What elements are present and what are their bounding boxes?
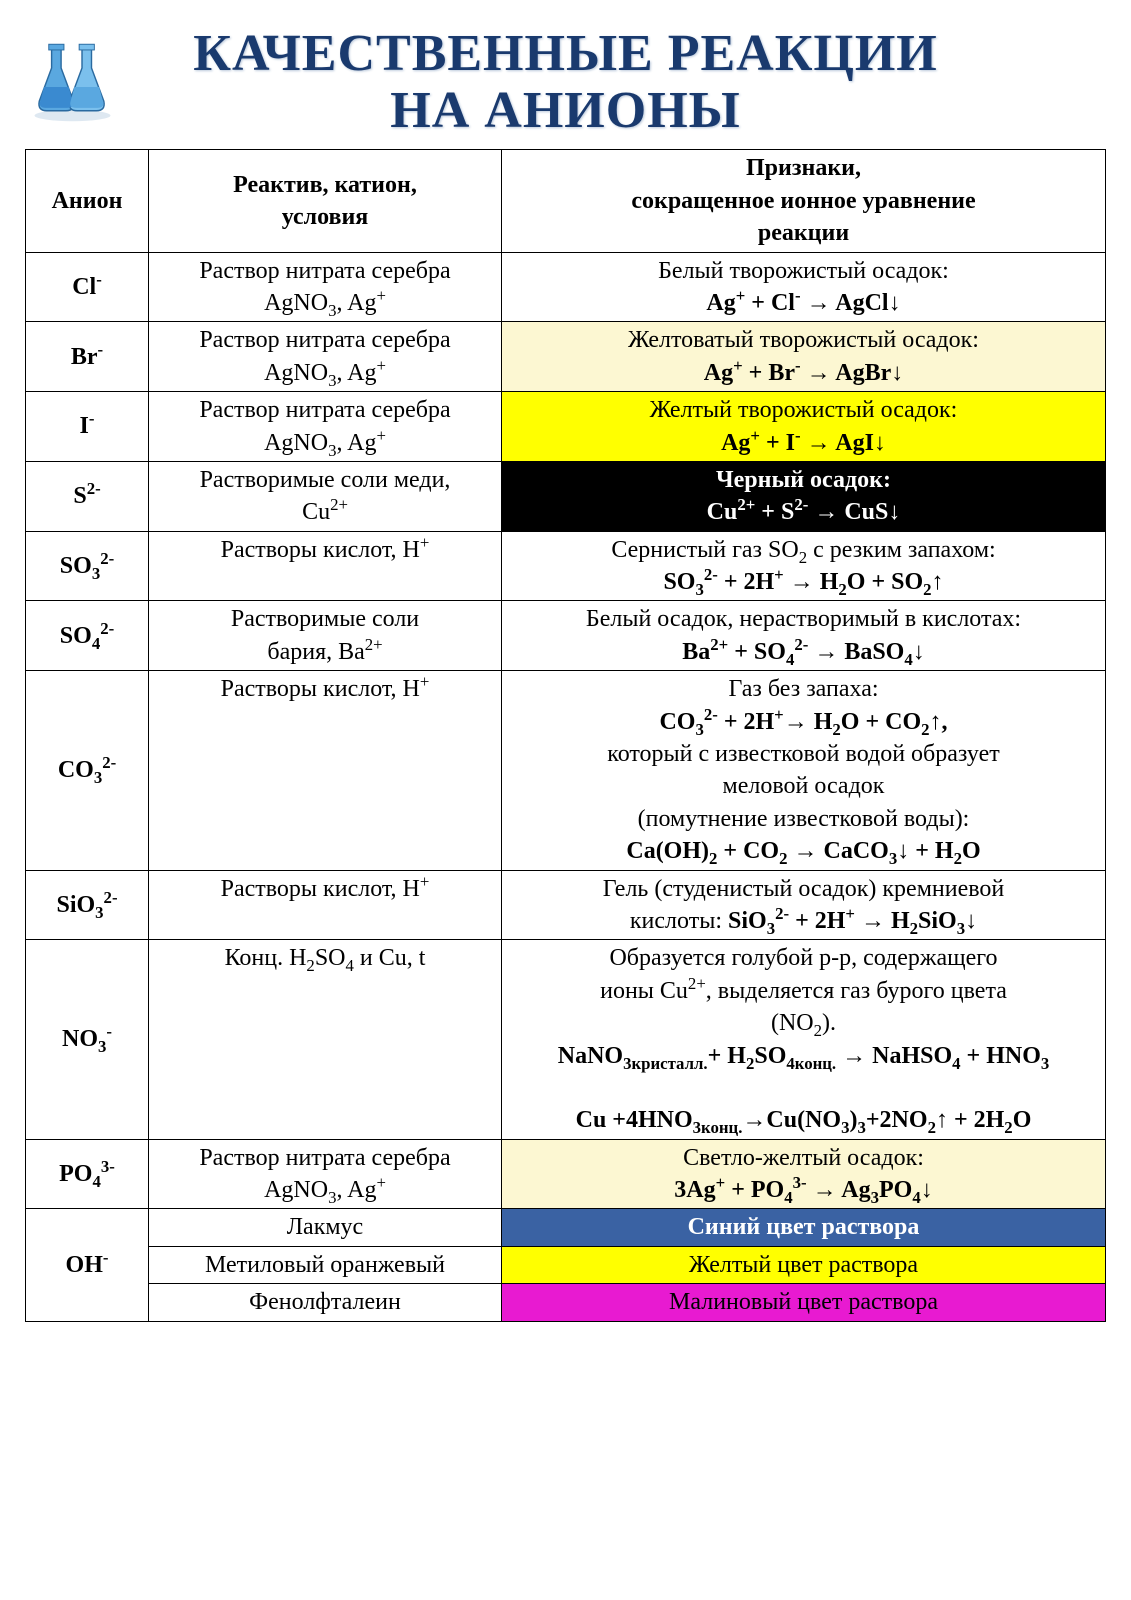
table-row: CO32-Растворы кислот, H+Газ без запаха:C… <box>26 671 1106 870</box>
reagent-cell: Растворимые солибария, Ba2+ <box>149 601 502 671</box>
anion-cell: SiO32- <box>26 870 149 940</box>
signs-cell: Малиновый цвет раствора <box>502 1284 1106 1321</box>
anion-cell: I- <box>26 392 149 462</box>
signs-cell: Желтый цвет раствора <box>502 1246 1106 1283</box>
table-header-row: Анион Реактив, катион, условия Признаки,… <box>26 150 1106 252</box>
signs-cell: Сернистый газ SO2 с резким запахом:SO32-… <box>502 531 1106 601</box>
table-row: S2-Растворимые соли меди,Cu2+Черный осад… <box>26 461 1106 531</box>
table-row: Br-Раствор нитрата серебраAgNO3, Ag+Желт… <box>26 322 1106 392</box>
reagent-cell: Растворы кислот, H+ <box>149 870 502 940</box>
table-row: Метиловый оранжевыйЖелтый цвет раствора <box>26 1246 1106 1283</box>
header-anion: Анион <box>26 150 149 252</box>
reagent-cell: Растворимые соли меди,Cu2+ <box>149 461 502 531</box>
table-row: ФенолфталеинМалиновый цвет раствора <box>26 1284 1106 1321</box>
anion-cell: PO43- <box>26 1139 149 1209</box>
signs-cell: Светло-желтый осадок:3Ag+ + PO43- → Ag3P… <box>502 1139 1106 1209</box>
table-row: PO43-Раствор нитрата серебраAgNO3, Ag+Св… <box>26 1139 1106 1209</box>
anion-cell: Cl- <box>26 252 149 322</box>
signs-cell: Гель (студенистый осадок) кремниевойкисл… <box>502 870 1106 940</box>
reagent-cell: Метиловый оранжевый <box>149 1246 502 1283</box>
signs-cell: Газ без запаха:CO32- + 2H+→ H2O + CO2↑,к… <box>502 671 1106 870</box>
header-signs: Признаки, сокращенное ионное уравнение р… <box>502 150 1106 252</box>
table-row: SO42-Растворимые солибария, Ba2+Белый ос… <box>26 601 1106 671</box>
anion-cell: OH- <box>26 1209 149 1321</box>
signs-cell: Белый творожистый осадок:Ag+ + Cl- → AgC… <box>502 252 1106 322</box>
anion-cell: SO32- <box>26 531 149 601</box>
table-row: NO3-Конц. H2SO4 и Cu, tОбразуется голубо… <box>26 940 1106 1139</box>
signs-cell: Черный осадок:Cu2+ + S2- → CuS↓ <box>502 461 1106 531</box>
header-reagent: Реактив, катион, условия <box>149 150 502 252</box>
anion-cell: CO32- <box>26 671 149 870</box>
reagent-cell: Лакмус <box>149 1209 502 1246</box>
title-line-2: НА АНИОНЫ <box>390 82 740 139</box>
reagent-cell: Раствор нитрата серебраAgNO3, Ag+ <box>149 1139 502 1209</box>
anion-cell: Br- <box>26 322 149 392</box>
reagent-cell: Растворы кислот, H+ <box>149 671 502 870</box>
reagent-cell: Фенолфталеин <box>149 1284 502 1321</box>
anion-cell: SO42- <box>26 601 149 671</box>
page-title: КАЧЕСТВЕННЫЕ РЕАКЦИИ НА АНИОНЫ <box>25 25 1106 139</box>
signs-cell: Желтоватый творожистый осадок:Ag+ + Br- … <box>502 322 1106 392</box>
signs-cell: Желтый творожистый осадок:Ag+ + I- → AgI… <box>502 392 1106 462</box>
reactions-table: Анион Реактив, катион, условия Признаки,… <box>25 149 1106 1321</box>
signs-cell: Синий цвет раствора <box>502 1209 1106 1246</box>
title-line-1: КАЧЕСТВЕННЫЕ РЕАКЦИИ <box>193 25 938 82</box>
reagent-cell: Раствор нитрата серебраAgNO3, Ag+ <box>149 322 502 392</box>
anion-cell: NO3- <box>26 940 149 1139</box>
table-body: Cl-Раствор нитрата серебраAgNO3, Ag+Белы… <box>26 252 1106 1321</box>
reagent-cell: Раствор нитрата серебраAgNO3, Ag+ <box>149 252 502 322</box>
flask-icon <box>25 30 120 130</box>
page-header: КАЧЕСТВЕННЫЕ РЕАКЦИИ НА АНИОНЫ <box>25 25 1106 139</box>
table-row: SiO32-Растворы кислот, H+Гель (студенист… <box>26 870 1106 940</box>
anion-cell: S2- <box>26 461 149 531</box>
reagent-cell: Конц. H2SO4 и Cu, t <box>149 940 502 1139</box>
signs-cell: Образуется голубой р-р, содержащегоионы … <box>502 940 1106 1139</box>
signs-cell: Белый осадок, нерастворимый в кислотах:B… <box>502 601 1106 671</box>
table-row: Cl-Раствор нитрата серебраAgNO3, Ag+Белы… <box>26 252 1106 322</box>
table-row: OH-ЛакмусСиний цвет раствора <box>26 1209 1106 1246</box>
table-row: I-Раствор нитрата серебраAgNO3, Ag+Желты… <box>26 392 1106 462</box>
reagent-cell: Растворы кислот, H+ <box>149 531 502 601</box>
table-row: SO32-Растворы кислот, H+Сернистый газ SO… <box>26 531 1106 601</box>
reagent-cell: Раствор нитрата серебраAgNO3, Ag+ <box>149 392 502 462</box>
